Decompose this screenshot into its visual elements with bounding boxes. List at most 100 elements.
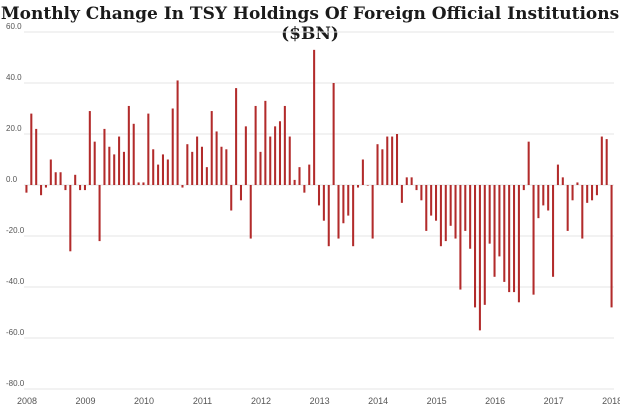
bar <box>352 185 355 247</box>
bar <box>513 185 516 293</box>
bar <box>196 136 199 185</box>
y-tick-label: 0.0 <box>6 175 18 184</box>
bar <box>74 174 77 185</box>
bar <box>332 83 335 185</box>
y-tick-label: -80.0 <box>6 379 25 388</box>
bar <box>366 185 369 186</box>
bar <box>391 136 394 185</box>
bar <box>464 185 467 231</box>
bar <box>181 185 184 188</box>
bar <box>566 185 569 231</box>
bar <box>152 149 155 185</box>
bar <box>576 182 579 185</box>
bar <box>171 108 174 185</box>
y-tick-label: 20.0 <box>6 124 22 133</box>
bar <box>254 105 257 185</box>
bar <box>430 185 433 216</box>
bar <box>122 151 125 185</box>
bar <box>293 179 296 185</box>
bar <box>478 185 481 331</box>
y-axis-tick-labels: 60.0 40.0 20.0 0.0 -20.0 -40.0 -60.0 -80.0 <box>6 22 25 388</box>
x-tick-label: 2008 <box>17 396 37 406</box>
bar <box>244 126 247 185</box>
bar <box>147 113 150 185</box>
x-tick-label: 2015 <box>427 396 447 406</box>
bar <box>132 123 135 185</box>
bar <box>278 121 282 185</box>
x-tick-label: 2014 <box>368 396 388 406</box>
bar <box>556 164 559 185</box>
bar <box>532 185 535 295</box>
x-tick-label: 2010 <box>134 396 154 406</box>
bar <box>527 141 530 185</box>
bar <box>474 185 477 308</box>
x-tick-label: 2017 <box>544 396 564 406</box>
bar <box>239 185 243 201</box>
bar <box>205 167 208 185</box>
y-tick-label: -20.0 <box>6 226 25 235</box>
bar <box>186 144 189 185</box>
bar <box>439 185 442 247</box>
bar <box>137 182 140 185</box>
bar <box>93 141 96 185</box>
bar <box>35 128 38 185</box>
y-tick-label: 40.0 <box>6 73 22 82</box>
bar <box>537 185 540 219</box>
bar <box>298 167 301 185</box>
bar <box>595 185 598 196</box>
bar <box>283 105 286 185</box>
bar <box>322 185 325 221</box>
bar <box>103 128 106 185</box>
bar <box>176 80 179 185</box>
bar <box>303 185 306 193</box>
bar <box>483 185 486 305</box>
bar <box>400 185 403 203</box>
bar <box>69 185 72 252</box>
bar <box>269 136 272 185</box>
y-tick-label: 60.0 <box>6 22 22 31</box>
x-tick-label: 2018 <box>602 396 620 406</box>
bar <box>25 185 28 193</box>
bar <box>508 185 511 293</box>
bar <box>337 185 340 239</box>
bar <box>444 185 447 242</box>
bar <box>361 159 364 185</box>
bar <box>552 185 555 277</box>
bar <box>454 185 457 239</box>
bar <box>586 185 589 203</box>
bar <box>308 164 311 185</box>
bar <box>127 105 130 185</box>
bar <box>313 49 316 185</box>
bar <box>249 185 252 239</box>
bar <box>405 177 408 185</box>
bar <box>600 136 603 185</box>
bar <box>142 182 145 185</box>
bar <box>371 185 374 239</box>
bar <box>200 146 203 185</box>
bar <box>49 159 52 185</box>
bar <box>376 144 379 185</box>
bar <box>113 154 116 185</box>
x-tick-label: 2012 <box>251 396 271 406</box>
bar <box>220 146 223 185</box>
bar <box>547 185 550 211</box>
bar <box>488 185 491 244</box>
chart-title: Monthly Change In TSY Holdings Of Foreig… <box>0 4 620 44</box>
bar <box>317 185 321 206</box>
bar <box>449 185 452 226</box>
bar <box>591 185 594 201</box>
bar <box>191 151 194 185</box>
bars <box>25 49 613 331</box>
bar <box>288 136 291 185</box>
bar <box>264 100 267 185</box>
bar <box>83 185 86 191</box>
y-tick-label: -60.0 <box>6 328 25 337</box>
bar <box>166 159 169 185</box>
bar <box>225 149 228 185</box>
bar <box>235 88 238 185</box>
bar <box>459 185 462 290</box>
bar <box>498 185 501 257</box>
bar <box>327 185 330 247</box>
bar <box>542 185 545 206</box>
